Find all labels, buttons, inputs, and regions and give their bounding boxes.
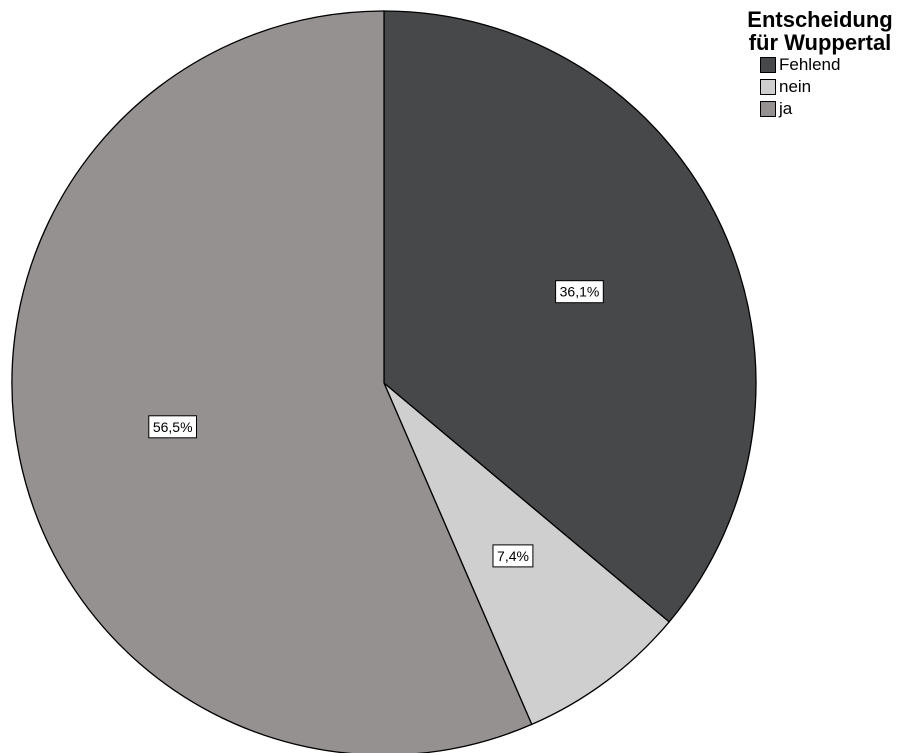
data-label-text-nein: 7,4% xyxy=(497,548,529,564)
legend-title-line-1: Entscheidung xyxy=(747,7,893,32)
data-label-nein: 7,4% xyxy=(492,544,534,568)
legend-label-nein: nein xyxy=(779,77,812,96)
pie-slice-ja xyxy=(11,10,533,753)
legend-item-fehlend: Fehlend xyxy=(760,54,900,76)
data-label-box-nein xyxy=(492,544,534,568)
legend-item-nein: nein xyxy=(760,76,900,98)
data-label-text-fehlend: 36,1% xyxy=(560,284,600,300)
legend-title: Entscheidung für Wuppertal xyxy=(740,8,900,54)
data-label-box-fehlend xyxy=(555,280,604,304)
legend: Entscheidung für Wuppertal Fehlend nein … xyxy=(722,8,900,120)
legend-title-line-2: für Wuppertal xyxy=(748,30,892,55)
pie-slice-fehlend xyxy=(383,10,757,623)
data-label-ja: 56,5% xyxy=(148,415,198,439)
data-label-box-ja xyxy=(148,415,198,439)
legend-label-fehlend: Fehlend xyxy=(779,55,841,74)
data-label-text-ja: 56,5% xyxy=(153,419,193,435)
legend-label-ja: ja xyxy=(779,99,793,118)
data-label-fehlend: 36,1% xyxy=(555,280,604,304)
legend-swatch-nein xyxy=(760,79,776,95)
legend-swatch-fehlend xyxy=(760,57,776,73)
legend-item-ja: ja xyxy=(760,98,900,120)
legend-swatch-ja xyxy=(760,101,776,117)
